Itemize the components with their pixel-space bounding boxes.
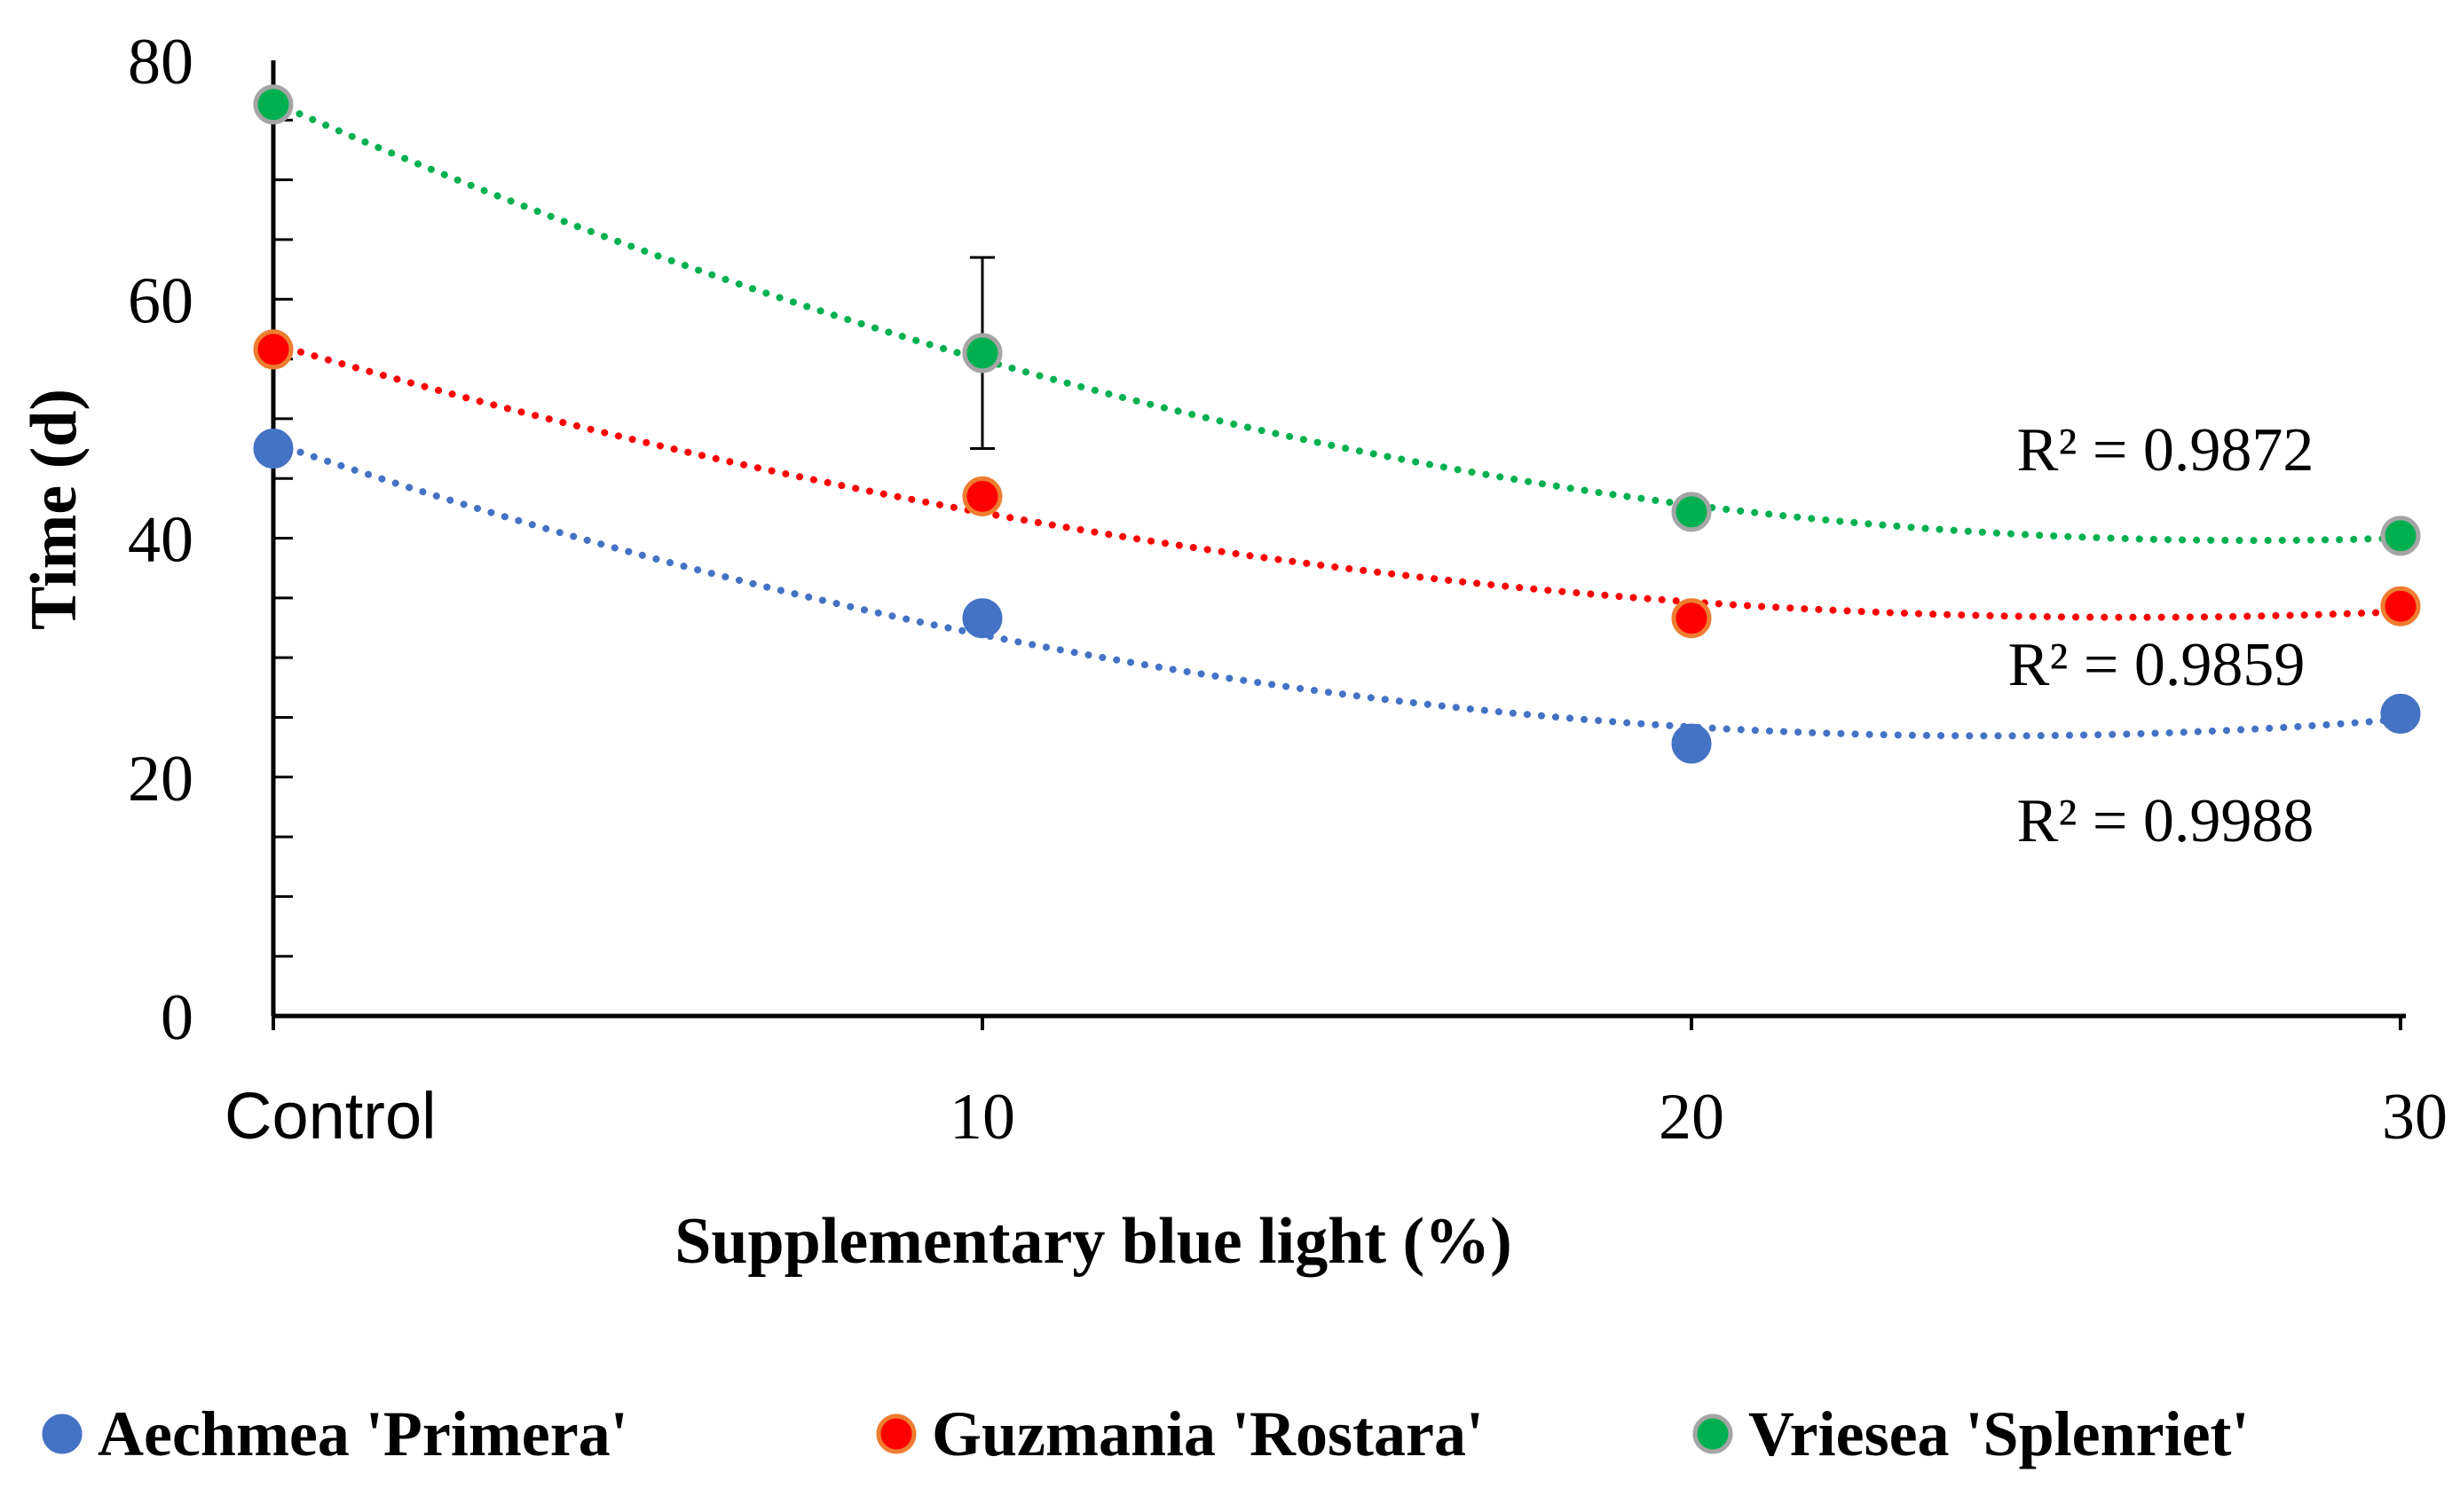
- x-tick-label: 20: [1659, 1081, 1724, 1154]
- data-point-0-3: [2380, 693, 2421, 734]
- x-tick-labels: Control 10 20 30: [225, 1079, 2448, 1154]
- legend-marker: [876, 1414, 917, 1454]
- data-point-2-2: [1671, 492, 1712, 532]
- x-tick-label: Control: [225, 1079, 437, 1153]
- x-axis-title: Supplementary blue light (%): [674, 1205, 1512, 1278]
- data-point-0-1: [962, 598, 1003, 639]
- data-point-0-0: [253, 429, 294, 469]
- trendline-2: [270, 98, 2404, 545]
- legend-item-1: Guzmania 'Rostara': [876, 1398, 1484, 1469]
- data-points: [253, 84, 2421, 764]
- data-point-2-3: [2380, 516, 2421, 556]
- axes: [271, 60, 2406, 1030]
- y-tick-label: 40: [128, 504, 193, 577]
- y-tick-labels: 0 20 40 60 80: [128, 26, 193, 1054]
- y-tick-label: 0: [161, 981, 193, 1054]
- r-squared-label-1: R² = 0.9859: [2008, 631, 2306, 699]
- legend-label: Guzmania 'Rostara': [932, 1398, 1484, 1469]
- data-point-1-2: [1671, 598, 1712, 639]
- data-point-1-3: [2380, 586, 2421, 626]
- r-squared-labels: R² = 0.9872 R² = 0.9859 R² = 0.9988: [2008, 416, 2314, 855]
- y-tick-label: 80: [128, 26, 193, 98]
- legend-item-2: Vriesea 'Splenriet': [1692, 1398, 2250, 1469]
- trendlines: [270, 98, 2404, 740]
- legend-marker: [42, 1414, 83, 1454]
- legend-item-0: Aechmea 'Primera': [42, 1398, 628, 1469]
- r-squared-label-0: R² = 0.9872: [2017, 416, 2314, 484]
- y-tick-label: 20: [128, 743, 193, 815]
- y-axis-title: Time (d): [18, 389, 91, 630]
- data-point-2-0: [253, 84, 294, 125]
- x-tick-label: 30: [2382, 1081, 2448, 1154]
- legend-label: Vriesea 'Splenriet': [1748, 1398, 2250, 1469]
- data-point-2-1: [962, 333, 1003, 374]
- x-tick-label: 10: [950, 1081, 1015, 1154]
- trendline-0: [270, 439, 2404, 740]
- y-tick-label: 60: [128, 264, 193, 337]
- data-point-1-0: [253, 329, 294, 370]
- r-squared-label-2: R² = 0.9988: [2017, 787, 2314, 855]
- data-point-0-2: [1671, 723, 1712, 764]
- data-point-1-1: [962, 476, 1003, 516]
- legend-marker: [1692, 1414, 1733, 1454]
- legend: Aechmea 'Primera' Guzmania 'Rostara' Vries…: [42, 1398, 2250, 1469]
- trendline-1: [270, 340, 2404, 621]
- legend-label: Aechmea 'Primera': [98, 1398, 628, 1469]
